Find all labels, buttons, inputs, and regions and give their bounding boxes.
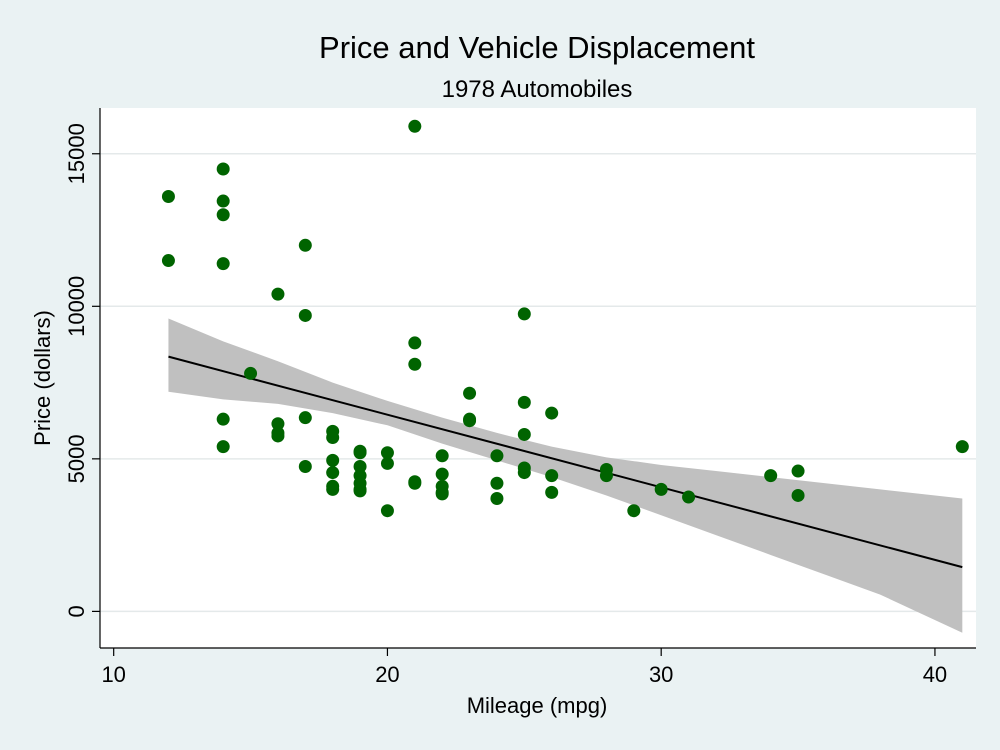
data-point bbox=[682, 490, 696, 504]
data-point bbox=[599, 469, 613, 483]
data-point bbox=[463, 386, 477, 400]
data-point bbox=[408, 476, 422, 490]
y-tick-label: 5000 bbox=[64, 434, 89, 483]
y-axis-label: Price (dollars) bbox=[30, 310, 55, 446]
data-point bbox=[298, 459, 312, 473]
data-point bbox=[764, 469, 778, 483]
data-point bbox=[326, 466, 340, 480]
data-point bbox=[408, 119, 422, 133]
data-point bbox=[490, 476, 504, 490]
y-ticks: 0 5000 10000 15000 bbox=[64, 123, 100, 618]
data-point bbox=[161, 189, 175, 203]
data-point bbox=[408, 357, 422, 371]
data-point bbox=[490, 449, 504, 463]
data-point bbox=[216, 162, 230, 176]
fit-line bbox=[168, 355, 963, 569]
data-point bbox=[216, 440, 230, 454]
x-tick-label: 40 bbox=[923, 662, 947, 687]
data-point bbox=[517, 307, 531, 321]
data-point bbox=[791, 464, 805, 478]
data-point bbox=[545, 406, 559, 420]
data-point bbox=[353, 446, 367, 460]
data-point bbox=[244, 366, 258, 380]
data-point bbox=[271, 429, 285, 443]
data-point bbox=[490, 492, 504, 506]
data-point bbox=[271, 287, 285, 301]
data-point bbox=[380, 446, 394, 460]
data-point bbox=[463, 414, 477, 428]
data-point bbox=[517, 466, 531, 480]
fit-line-group bbox=[168, 355, 963, 569]
x-ticks: 10 20 30 40 bbox=[101, 648, 947, 687]
data-point bbox=[435, 467, 449, 481]
axes bbox=[99, 108, 976, 649]
data-point bbox=[326, 453, 340, 467]
x-tick-label: 20 bbox=[375, 662, 399, 687]
data-point bbox=[298, 411, 312, 425]
data-point bbox=[545, 469, 559, 483]
data-point bbox=[353, 484, 367, 498]
gridlines bbox=[100, 153, 976, 613]
data-point bbox=[435, 449, 449, 463]
confidence-band bbox=[168, 318, 963, 633]
data-point bbox=[298, 308, 312, 322]
data-point bbox=[216, 194, 230, 208]
data-point bbox=[298, 238, 312, 252]
data-point bbox=[326, 430, 340, 444]
data-point bbox=[627, 504, 641, 518]
data-point bbox=[545, 485, 559, 499]
x-tick-label: 10 bbox=[101, 662, 125, 687]
x-axis-label: Mileage (mpg) bbox=[467, 693, 608, 718]
data-point bbox=[517, 395, 531, 409]
confidence-band-area bbox=[168, 318, 963, 633]
data-point bbox=[435, 487, 449, 501]
data-point bbox=[380, 456, 394, 470]
x-tick-label: 30 bbox=[649, 662, 673, 687]
data-point bbox=[216, 257, 230, 271]
data-point bbox=[380, 504, 394, 518]
data-point bbox=[271, 417, 285, 431]
data-points bbox=[161, 119, 969, 518]
data-point bbox=[517, 427, 531, 441]
data-point bbox=[326, 482, 340, 496]
data-point bbox=[353, 459, 367, 473]
data-point bbox=[955, 440, 969, 454]
y-tick-label: 15000 bbox=[64, 123, 89, 184]
y-tick-label: 0 bbox=[64, 605, 89, 617]
data-point bbox=[791, 488, 805, 502]
data-point bbox=[216, 412, 230, 426]
chart-subtitle: 1978 Automobiles bbox=[442, 76, 633, 103]
chart-title: Price and Vehicle Displacement bbox=[319, 30, 755, 65]
y-tick-label: 10000 bbox=[64, 276, 89, 337]
data-point bbox=[161, 254, 175, 268]
data-point bbox=[654, 482, 668, 496]
data-point bbox=[408, 336, 422, 350]
data-point bbox=[216, 208, 230, 222]
